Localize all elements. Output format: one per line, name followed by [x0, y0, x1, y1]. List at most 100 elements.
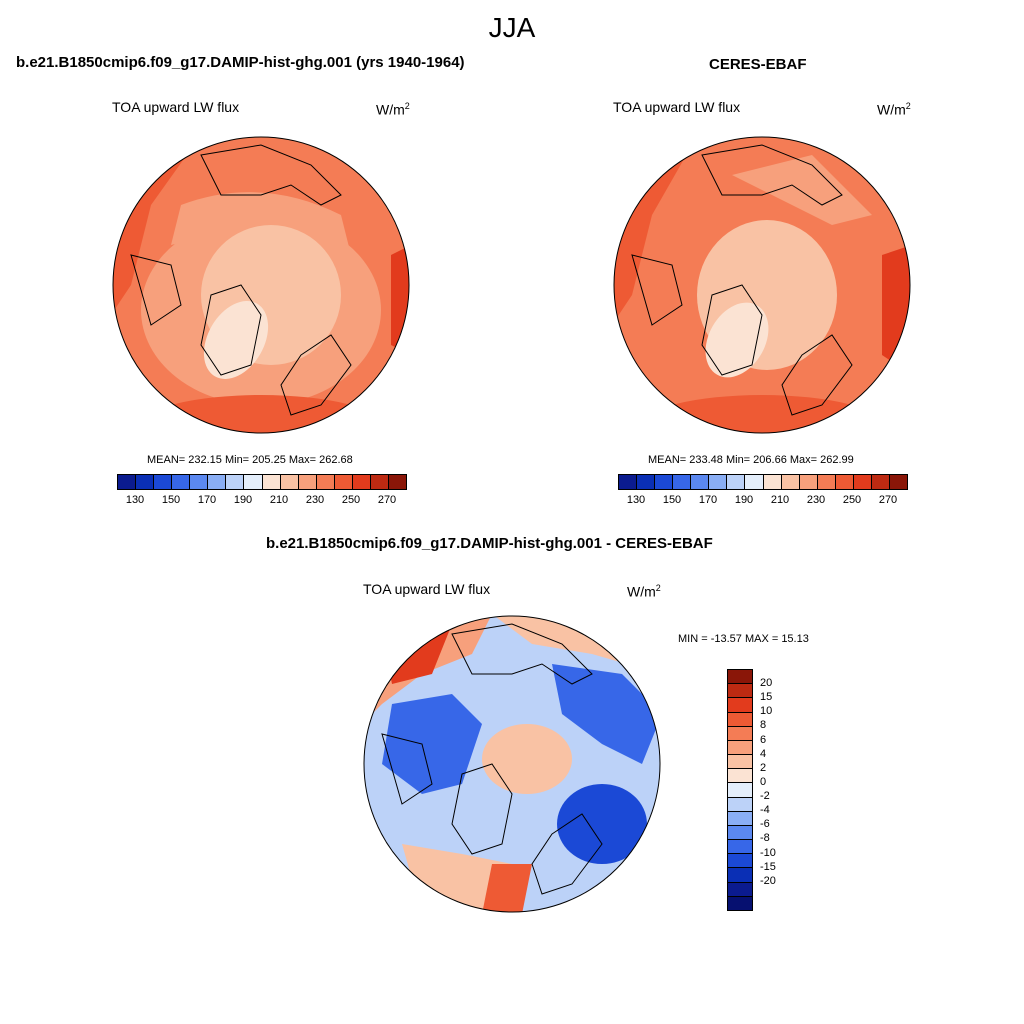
colorbar-tick-label: 190 — [734, 494, 754, 506]
colorbar-tick-label: 130 — [626, 494, 646, 506]
diff-polar-map — [363, 615, 661, 913]
colorbar-box — [835, 475, 854, 489]
colorbar-box — [728, 882, 752, 897]
colorbar-tick-label: 10 — [760, 705, 773, 718]
model-panel-title: b.e21.B1850cmip6.f09_g17.DAMIP-hist-ghg.… — [16, 54, 465, 71]
colorbar-tick-label: -10 — [760, 846, 776, 859]
obs-polar-map — [613, 136, 911, 434]
model-stats: MEAN= 232.15 Min= 205.25 Max= 262.68 — [147, 454, 353, 466]
diff-colorbar — [727, 669, 753, 911]
colorbar-box — [871, 475, 890, 489]
colorbar-box — [352, 475, 371, 489]
colorbar-tick-label: 270 — [377, 494, 397, 506]
colorbar-tick-label: -20 — [760, 874, 776, 887]
obs-panel-title: CERES-EBAF — [709, 56, 807, 73]
colorbar-box — [728, 670, 752, 685]
colorbar-tick-label: 6 — [760, 733, 767, 746]
colorbar-tick-label: -6 — [760, 818, 770, 831]
diff-field-label: TOA upward LW flux — [363, 581, 491, 597]
colorbar-tick-label: 230 — [806, 494, 826, 506]
diff-panel-title: b.e21.B1850cmip6.f09_g17.DAMIP-hist-ghg.… — [266, 535, 713, 552]
colorbar-box — [745, 475, 764, 489]
colorbar-tick-label: 4 — [760, 747, 767, 760]
colorbar-box — [208, 475, 227, 489]
colorbar-box — [136, 475, 155, 489]
colorbar-tick-label: 0 — [760, 775, 767, 788]
colorbar-box — [817, 475, 836, 489]
colorbar-box — [728, 825, 752, 841]
colorbar-box — [244, 475, 263, 489]
colorbar-tick-label: 2 — [760, 761, 767, 774]
obs-field-label: TOA upward LW flux — [613, 99, 741, 115]
colorbar-box — [728, 755, 752, 770]
colorbar-box — [334, 475, 353, 489]
colorbar-tick-label: 210 — [269, 494, 289, 506]
diff-colorbar-ticks: 20 15 10 8 6 4 2 0 -2 -4 -6 -8 -10 -15 -20 — [760, 669, 800, 909]
colorbar-box — [728, 783, 752, 798]
model-colorbar — [117, 474, 407, 490]
colorbar-box — [637, 475, 656, 489]
colorbar-box — [728, 698, 752, 713]
colorbar-box — [728, 854, 752, 869]
colorbar-box — [728, 868, 752, 883]
colorbar-tick-label: 150 — [161, 494, 181, 506]
obs-colorbar-ticks: 130 150 170 190 210 230 250 270 — [618, 494, 906, 508]
colorbar-box — [728, 840, 752, 855]
obs-stats: MEAN= 233.48 Min= 206.66 Max= 262.99 — [648, 454, 854, 466]
colorbar-tick-label: -15 — [760, 860, 776, 873]
colorbar-box — [799, 475, 818, 489]
colorbar-tick-label: 150 — [662, 494, 682, 506]
colorbar-tick-label: 270 — [878, 494, 898, 506]
colorbar-box — [853, 475, 872, 489]
colorbar-tick-label: 20 — [760, 677, 773, 690]
colorbar-box — [370, 475, 389, 489]
colorbar-box — [728, 726, 752, 741]
colorbar-box — [298, 475, 317, 489]
colorbar-box — [781, 475, 800, 489]
colorbar-tick-label: 210 — [770, 494, 790, 506]
season-title: JJA — [488, 12, 536, 43]
colorbar-box — [728, 684, 752, 699]
colorbar-tick-label: 230 — [305, 494, 325, 506]
model-units: W/m2 — [376, 101, 410, 118]
colorbar-box — [728, 797, 752, 812]
colorbar-tick-label: 250 — [842, 494, 862, 506]
diff-units: W/m2 — [627, 583, 661, 600]
colorbar-box — [889, 475, 907, 489]
colorbar-tick-label: 130 — [125, 494, 145, 506]
colorbar-box — [763, 475, 782, 489]
colorbar-tick-label: 190 — [233, 494, 253, 506]
model-field-label: TOA upward LW flux — [112, 99, 240, 115]
colorbar-box — [316, 475, 335, 489]
colorbar-tick-label: 170 — [698, 494, 718, 506]
colorbar-box — [619, 475, 638, 489]
colorbar-tick-label: -4 — [760, 804, 770, 817]
model-colorbar-ticks: 130 150 170 190 210 230 250 270 — [117, 494, 405, 508]
colorbar-box — [655, 475, 674, 489]
colorbar-box — [262, 475, 281, 489]
colorbar-box — [190, 475, 209, 489]
model-polar-map — [112, 136, 410, 434]
diff-stats: MIN = -13.57 MAX = 15.13 — [678, 633, 809, 645]
colorbar-box — [388, 475, 406, 489]
colorbar-tick-label: -2 — [760, 790, 770, 803]
obs-units: W/m2 — [877, 101, 911, 118]
colorbar-box — [280, 475, 299, 489]
colorbar-tick-label: 8 — [760, 719, 767, 732]
colorbar-box — [673, 475, 692, 489]
colorbar-box — [728, 769, 752, 784]
colorbar-box — [728, 712, 752, 727]
colorbar-box — [709, 475, 728, 489]
colorbar-tick-label: 15 — [760, 691, 773, 704]
colorbar-box — [691, 475, 710, 489]
colorbar-box — [172, 475, 191, 489]
colorbar-tick-label: 250 — [341, 494, 361, 506]
colorbar-box — [118, 475, 137, 489]
colorbar-box — [154, 475, 173, 489]
obs-colorbar — [618, 474, 908, 490]
colorbar-box — [728, 811, 752, 826]
colorbar-tick-label: -8 — [760, 832, 770, 845]
colorbar-box — [226, 475, 245, 489]
colorbar-box — [727, 475, 746, 489]
colorbar-box — [728, 740, 752, 756]
